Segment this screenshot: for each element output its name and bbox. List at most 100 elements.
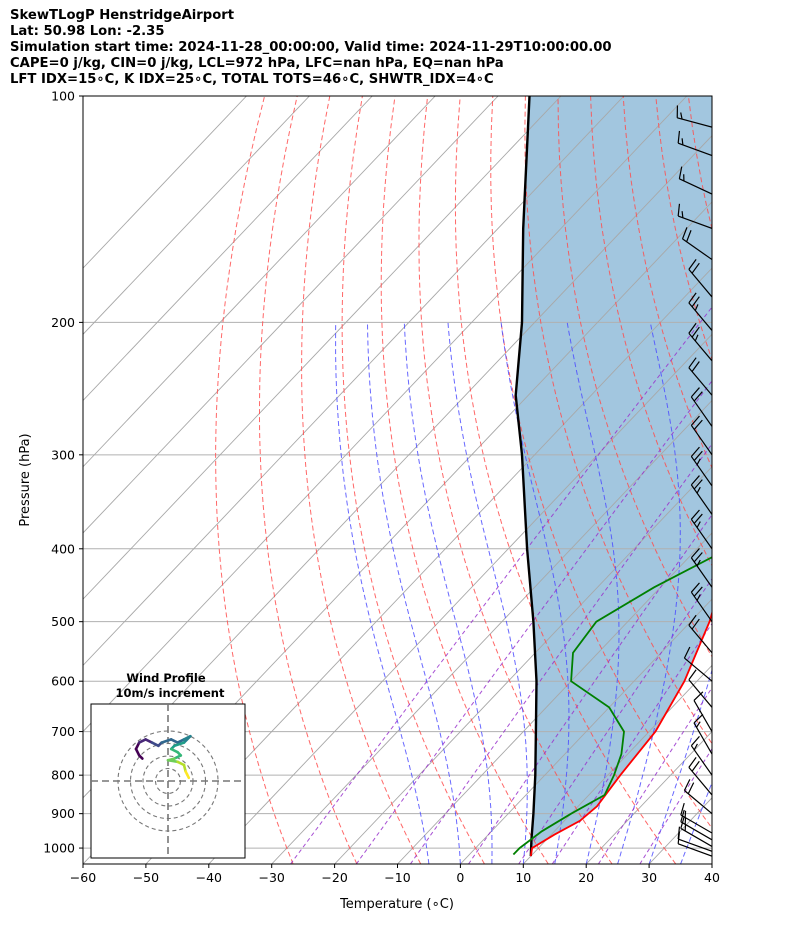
barb-staff [688,268,712,298]
barb-flag [688,258,697,270]
wind-barb [690,475,712,515]
barb-flag [691,618,700,630]
barb-flag [690,446,700,457]
y-tick-label: 100 [51,89,75,104]
barb-flag [677,203,681,217]
dry-adiabat [454,96,677,864]
barb-staff [688,679,712,708]
x-tick-label: 30 [641,870,657,885]
barb-flag [694,304,699,311]
time-text: Simulation start time: 2024-11-28_00:00:… [10,40,612,55]
isotherm-line [83,96,688,733]
barb-flag [680,112,683,120]
isotherm-line [83,96,499,534]
wind-barb [688,258,712,298]
dry-adiabat [341,96,485,864]
mixing-ratio-line [597,686,712,864]
barb-flag [696,486,701,494]
isotherm-line [83,96,247,269]
moist-adiabat [335,322,430,864]
wind-barb [678,166,712,195]
isotherm-line [334,466,712,864]
wind-barb [688,322,712,362]
cape-area [515,96,712,857]
barb-flag [693,713,704,724]
barb-flag [695,721,701,728]
wind-barb [683,646,712,682]
barb-flag [677,826,681,840]
barb-flag [696,594,701,601]
y-axis-label: Pressure (hPa) [18,433,33,526]
barb-staff [677,838,712,852]
dewpoint-profile [512,556,712,856]
location-text: Lat: 50.98 Lon: -2.35 [10,24,165,39]
barb-staff [688,767,712,796]
barb-flag [693,513,703,524]
x-tick-label: −30 [259,870,285,885]
dry-adiabat [524,96,712,745]
temperature-profile [529,610,712,857]
barb-flag [693,552,703,563]
barb-flag [688,292,697,304]
wind-barb [680,802,712,834]
dry-adiabat [380,96,549,864]
barb-staff [677,843,712,857]
wind-barb [677,203,712,229]
chart-title: SkewTLogP HenstridgeAirport [10,8,235,23]
barb-staff [677,142,712,157]
isotherm-line [83,96,436,468]
wind-barb [688,292,712,331]
isotherm-line [522,664,712,864]
x-tick-label: 40 [704,870,720,885]
mixing-ratio-lines [290,306,712,864]
barb-flag [690,548,700,559]
x-tick-label: 10 [515,870,531,885]
y-tick-label: 400 [51,541,75,556]
barb-flag [696,521,701,528]
hodograph-segment [173,741,186,748]
barb-staff [682,238,712,261]
y-tick-label: 500 [51,614,75,629]
wind-barb [690,387,712,427]
wind-barb [677,130,712,157]
mixing-ratio-line [468,513,712,864]
y-tick-label: 900 [51,806,75,821]
wind-barb [690,415,712,456]
barb-staff [690,591,712,623]
x-tick-label: −50 [133,870,159,885]
hodograph-segment [166,758,179,764]
barb-staff [680,821,712,841]
wind-barb [683,779,712,815]
barb-flag [693,391,703,402]
wind-barbs [676,105,712,857]
isotherm-line [271,399,712,864]
hodograph-subtitle: 10m/s increment [116,686,225,700]
x-tick-label: −10 [384,870,410,885]
hodograph-segment [182,734,192,744]
barb-staff [690,424,712,456]
mixing-ratio-line [355,379,712,864]
dry-adiabat [301,96,422,864]
stability-text: CAPE=0 j/kg, CIN=0 j/kg, LCL=972 hPa, LF… [10,56,504,71]
barb-flag [681,211,684,218]
wind-barb [677,826,712,852]
moist-adiabat [648,668,712,864]
isotherm-line [83,96,562,600]
y-tick-label: 600 [51,674,75,689]
y-tick-label: 200 [51,315,75,330]
barb-flag [688,357,697,369]
barb-flag [696,458,701,465]
barb-flag [693,743,698,751]
barb-staff [690,745,712,776]
barb-flag [690,582,700,593]
barb-flag [691,296,700,308]
wind-barb [676,105,712,128]
x-tick-label: −40 [196,870,222,885]
moist-adiabat [711,862,712,864]
profiles [512,96,712,857]
moist-adiabats [335,322,712,864]
dry-adiabat [259,96,358,864]
x-axis-label: Temperature (∘C) [339,897,454,912]
wind-barb [690,582,712,623]
x-tick-label: 0 [456,870,464,885]
